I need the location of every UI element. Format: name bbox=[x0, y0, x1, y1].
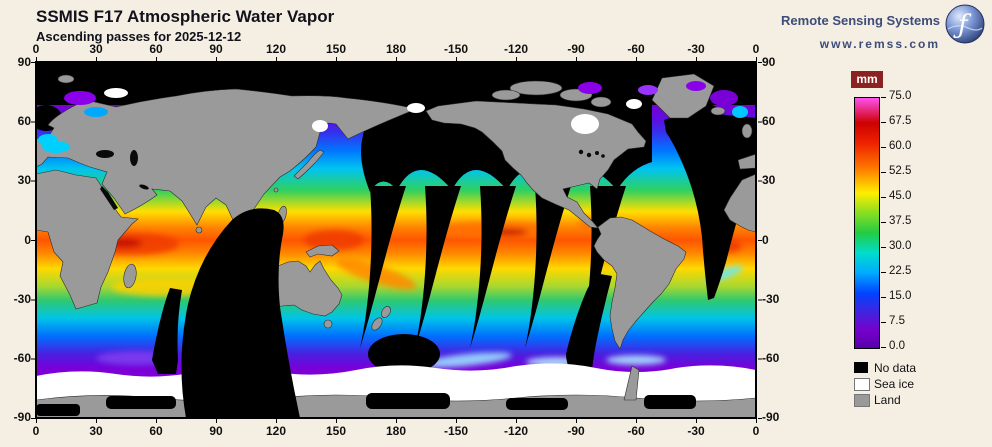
lon-label: 120 bbox=[265, 42, 287, 56]
brand-website: www.remss.com bbox=[819, 37, 940, 51]
colorbar bbox=[854, 97, 880, 349]
lon-label: 90 bbox=[209, 424, 223, 438]
colorbar-label: 45.0 bbox=[889, 190, 912, 202]
lat-label: 30 bbox=[762, 173, 776, 187]
taiwan bbox=[273, 187, 279, 193]
lon-label: -60 bbox=[627, 42, 645, 56]
lon-label: -120 bbox=[503, 424, 529, 438]
tasmania bbox=[323, 319, 333, 329]
map-frame bbox=[36, 62, 756, 418]
world-map bbox=[30, 61, 757, 419]
legend-label-no-data: No data bbox=[874, 361, 917, 375]
colorbar-label: 7.5 bbox=[889, 315, 905, 327]
lon-label: 120 bbox=[265, 424, 287, 438]
lat-label: -60 bbox=[762, 351, 780, 365]
lon-label: -90 bbox=[567, 424, 585, 438]
colorbar-label: 37.5 bbox=[889, 215, 912, 227]
lon-ticks-bottom bbox=[36, 419, 757, 423]
sri-lanka bbox=[195, 226, 203, 234]
lon-label: 30 bbox=[89, 42, 103, 56]
africa bbox=[35, 169, 139, 310]
lon-label: -150 bbox=[443, 42, 469, 56]
arctic-island bbox=[491, 89, 521, 101]
svalbard bbox=[57, 74, 75, 84]
colorbar-unit: mm bbox=[851, 71, 883, 88]
lat-label: 30 bbox=[17, 173, 31, 187]
colorbar-label: 60.0 bbox=[889, 140, 912, 152]
page-title: SSMIS F17 Atmospheric Water Vapor bbox=[36, 7, 335, 26]
lon-label: -120 bbox=[503, 42, 529, 56]
lon-label: 60 bbox=[149, 424, 163, 438]
brand-name: Remote Sensing Systems bbox=[781, 13, 940, 28]
lon-ticks-top bbox=[36, 57, 757, 61]
britain bbox=[741, 123, 753, 139]
lat-label: -60 bbox=[13, 351, 31, 365]
colorbar-label: 30.0 bbox=[889, 240, 912, 252]
lon-label: 0 bbox=[32, 42, 40, 56]
lon-label: 180 bbox=[385, 42, 407, 56]
lat-label: -30 bbox=[762, 292, 780, 306]
inland-seas bbox=[96, 149, 605, 210]
lat-label: 90 bbox=[17, 55, 31, 69]
new-zealand bbox=[381, 306, 391, 318]
japan bbox=[293, 149, 325, 180]
legend-swatch-no-data bbox=[854, 362, 868, 373]
madagascar bbox=[123, 263, 137, 289]
lat-label: 0 bbox=[762, 233, 769, 247]
water-vapor-map-svg bbox=[30, 62, 757, 419]
lon-label: 60 bbox=[149, 42, 163, 56]
lat-label: 60 bbox=[17, 114, 31, 128]
lon-label: 0 bbox=[32, 424, 40, 438]
colorbar-label: 22.5 bbox=[889, 265, 912, 277]
remss-globe-logo: ƒ bbox=[945, 4, 985, 44]
lat-label: -90 bbox=[13, 410, 31, 424]
svg-text:ƒ: ƒ bbox=[953, 10, 972, 40]
lon-label: 180 bbox=[385, 424, 407, 438]
lat-label: -30 bbox=[13, 292, 31, 306]
legend-swatch-sea-ice bbox=[854, 378, 870, 391]
colorbar-ticks bbox=[881, 97, 886, 348]
lat-label: 90 bbox=[762, 55, 776, 69]
lon-label: -90 bbox=[567, 42, 585, 56]
lon-label: 0 bbox=[752, 42, 760, 56]
north-sea-ice bbox=[104, 88, 642, 134]
page-subtitle: Ascending passes for 2025-12-12 bbox=[36, 29, 242, 44]
lon-label: -150 bbox=[443, 424, 469, 438]
arctic-island bbox=[509, 80, 563, 96]
australia bbox=[260, 260, 343, 317]
colorbar-label: 15.0 bbox=[889, 290, 912, 302]
lon-label: -60 bbox=[627, 424, 645, 438]
iceland bbox=[710, 106, 726, 116]
colorbar-label: 75.0 bbox=[889, 90, 912, 102]
lat-label: 60 bbox=[762, 114, 776, 128]
new-zealand bbox=[371, 317, 383, 331]
legend-swatch-land bbox=[854, 394, 870, 407]
colorbar-label: 0.0 bbox=[889, 340, 905, 352]
lat-label: 0 bbox=[24, 233, 31, 247]
west-africa bbox=[723, 173, 757, 233]
arctic-vapor-patches bbox=[38, 81, 748, 153]
colorbar-label: 67.5 bbox=[889, 115, 912, 127]
lon-label: 150 bbox=[325, 42, 347, 56]
lon-label: 150 bbox=[325, 424, 347, 438]
lon-label: -30 bbox=[687, 424, 705, 438]
lat-label: -90 bbox=[762, 410, 780, 424]
lon-label: -30 bbox=[687, 42, 705, 56]
lon-label: 0 bbox=[752, 424, 760, 438]
legend-label-land: Land bbox=[874, 393, 901, 407]
legend-label-sea-ice: Sea ice bbox=[874, 377, 915, 391]
antarctic-no-data bbox=[36, 393, 696, 416]
swath-gap-indian bbox=[181, 208, 300, 418]
colorbar-label: 52.5 bbox=[889, 165, 912, 177]
lon-label: 30 bbox=[89, 424, 103, 438]
south-america bbox=[593, 216, 687, 350]
lon-label: 90 bbox=[209, 42, 223, 56]
lat-ticks-right bbox=[758, 62, 762, 419]
lat-ticks-left bbox=[31, 62, 35, 419]
antarctic-peninsula bbox=[623, 365, 640, 401]
new-guinea bbox=[305, 244, 340, 258]
arctic-island bbox=[590, 96, 612, 108]
